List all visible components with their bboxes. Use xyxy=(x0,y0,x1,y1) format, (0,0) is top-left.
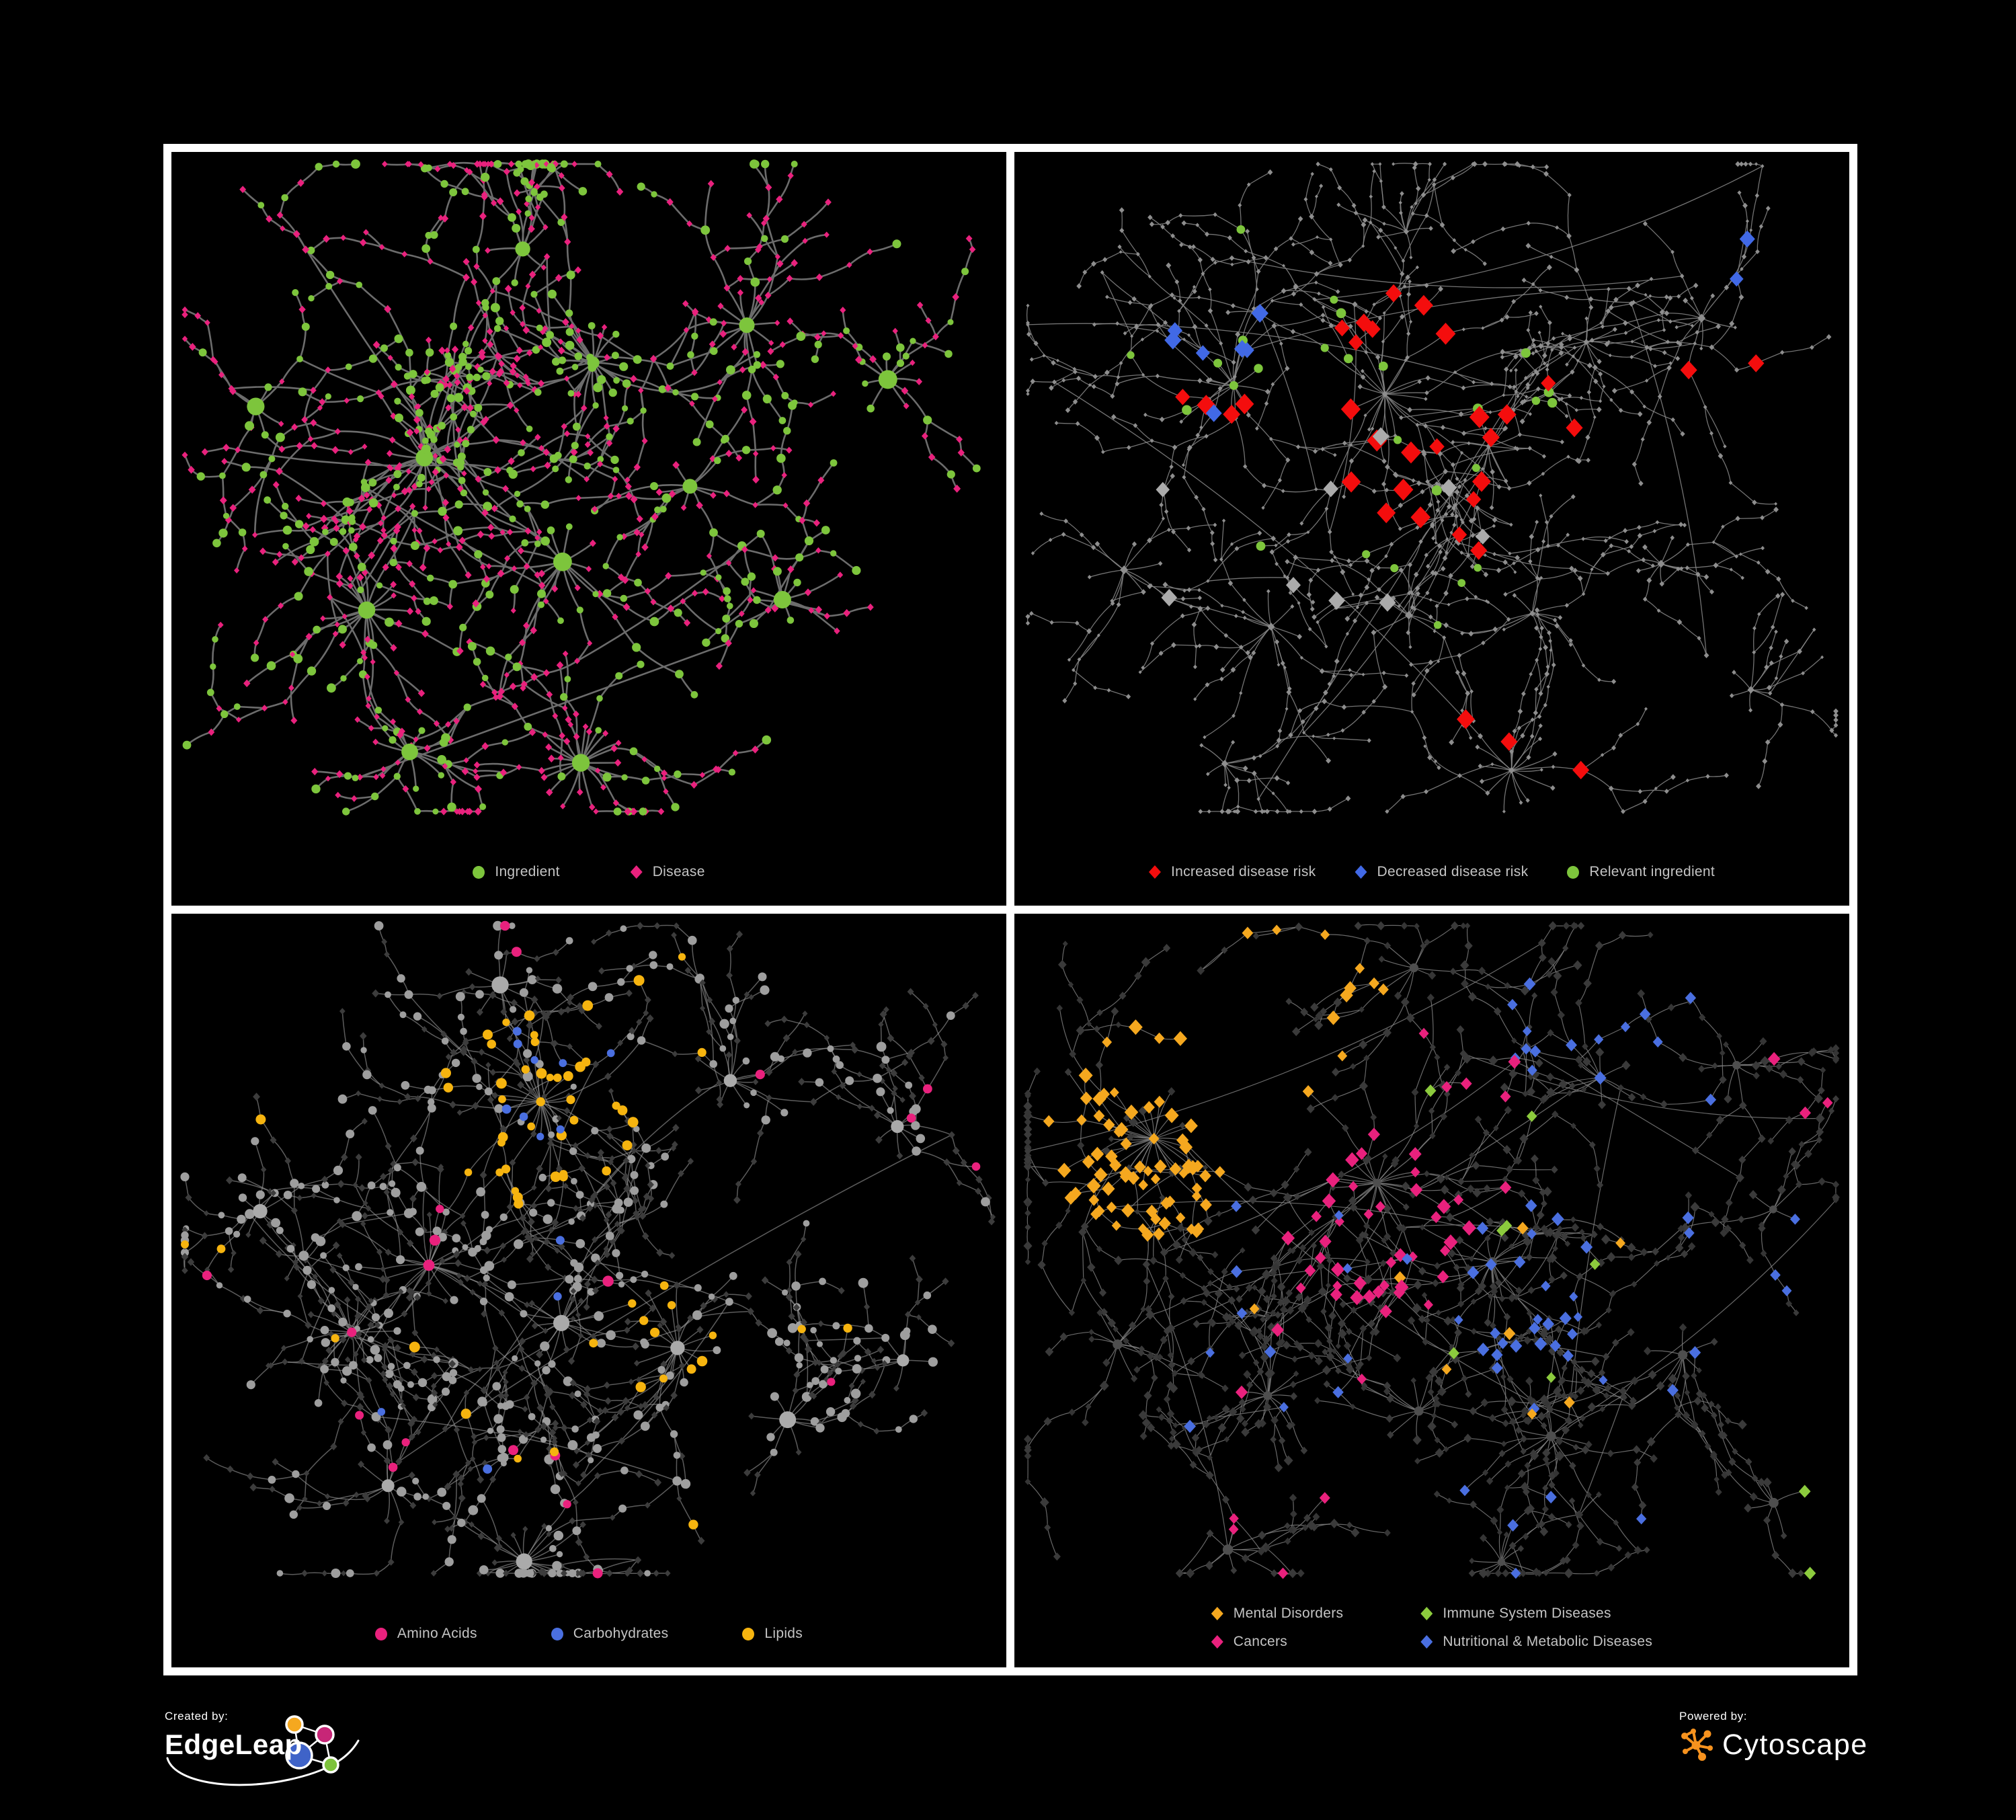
immune-diseases-marker-icon xyxy=(1420,1607,1433,1620)
legend-item-carbohydrates: Carbohydrates xyxy=(551,1626,669,1642)
legend-label-carbohydrates: Carbohydrates xyxy=(573,1626,669,1641)
cytoscape-logo-row: Cytoscape xyxy=(1679,1727,1894,1762)
network-nutrient-classes xyxy=(180,920,996,1579)
edgeleap-wordmark: EdgeLeap xyxy=(165,1729,303,1760)
legend-label-mental-disorders: Mental Disorders xyxy=(1233,1606,1344,1621)
edgeleap-node-magenta xyxy=(315,1725,335,1745)
legend-item-decreased-risk: Decreased disease risk xyxy=(1355,864,1529,880)
legend-label-amino-acids: Amino Acids xyxy=(397,1626,477,1641)
legend-nutrient-classes: Amino Acids Carbohydrates Lipids xyxy=(171,1626,1006,1642)
legend-item-mental-disorders: Mental Disorders xyxy=(1211,1606,1344,1622)
mental-disorders-marker-icon xyxy=(1211,1607,1223,1620)
legend-label-lipids: Lipids xyxy=(764,1626,803,1641)
legend-label-immune-diseases: Immune System Diseases xyxy=(1443,1606,1611,1621)
edgeleap-logo xyxy=(166,1715,360,1786)
cytoscape-logo-icon xyxy=(1681,1729,1713,1761)
legend-label-relevant-ingredient: Relevant ingredient xyxy=(1589,864,1716,879)
legend-label-cancers: Cancers xyxy=(1233,1634,1288,1649)
panel-ingredient-disease: Ingredient Disease xyxy=(171,152,1006,906)
cytoscape-credit: Powered by: xyxy=(1679,1710,1894,1797)
legend-item-amino-acids: Amino Acids xyxy=(374,1626,477,1642)
legend-ingredient-disease: Ingredient Disease xyxy=(171,864,1006,880)
legend-item-immune-diseases: Immune System Diseases xyxy=(1420,1606,1652,1622)
panel-grid: Ingredient Disease Increased disease ris… xyxy=(163,144,1857,1675)
cytoscape-wordmark: Cytoscape xyxy=(1722,1728,1868,1761)
disease-marker-icon xyxy=(630,865,643,879)
legend-item-increased-risk: Increased disease risk xyxy=(1148,864,1316,880)
panel-nutrient-classes: Amino Acids Carbohydrates Lipids xyxy=(171,914,1006,1667)
legend-label-disease: Disease xyxy=(652,864,705,879)
edgeleap-nodes xyxy=(285,1715,339,1774)
legend-label-nutritional-metabolic: Nutritional & Metabolic Diseases xyxy=(1443,1634,1653,1649)
legend-label-decreased-risk: Decreased disease risk xyxy=(1377,864,1529,879)
network-disease-risk xyxy=(1025,161,1839,815)
panel-disease-risk: Increased disease risk Decreased disease… xyxy=(1014,152,1849,906)
decreased-risk-marker-icon xyxy=(1355,865,1367,879)
edgeleap-node-orange xyxy=(285,1715,304,1734)
powered-by-label: Powered by: xyxy=(1679,1710,1748,1723)
amino-acids-marker-icon xyxy=(374,1627,387,1640)
legend-disease-risk: Increased disease risk Decreased disease… xyxy=(1014,864,1849,880)
cancers-marker-icon xyxy=(1211,1635,1223,1649)
edgeleap-node-green xyxy=(322,1756,339,1774)
lipids-marker-icon xyxy=(742,1627,755,1640)
carbohydrates-marker-icon xyxy=(551,1627,563,1640)
legend-item-ingredient: Ingredient xyxy=(473,864,559,880)
network-ingredient-disease xyxy=(182,159,981,816)
network-disease-categories xyxy=(1023,921,1840,1580)
legend-item-cancers: Cancers xyxy=(1211,1634,1344,1650)
edgeleap-credit: Created by: EdgeLeap xyxy=(165,1710,407,1811)
legend-item-relevant-ingredient: Relevant ingredient xyxy=(1567,864,1715,880)
edgeleap-node-blue xyxy=(285,1741,313,1770)
edgeleap-swoosh xyxy=(166,1739,360,1786)
ingredient-marker-icon xyxy=(473,865,485,879)
cytoscape-icon-nodes xyxy=(1681,1729,1713,1761)
panel-disease-categories: Mental Disorders Immune System Diseases … xyxy=(1014,914,1849,1667)
increased-risk-marker-icon xyxy=(1148,865,1161,879)
legend-disease-categories: Mental Disorders Immune System Diseases … xyxy=(1014,1606,1849,1650)
legend-item-disease: Disease xyxy=(630,864,705,880)
legend-label-ingredient: Ingredient xyxy=(495,864,560,879)
legend-label-increased-risk: Increased disease risk xyxy=(1170,864,1316,879)
nutritional-metabolic-marker-icon xyxy=(1420,1635,1433,1649)
legend-item-nutritional-metabolic: Nutritional & Metabolic Diseases xyxy=(1420,1634,1652,1650)
created-by-label: Created by: xyxy=(165,1710,229,1723)
relevant-ingredient-marker-icon xyxy=(1567,865,1580,879)
legend-item-lipids: Lipids xyxy=(742,1626,803,1642)
